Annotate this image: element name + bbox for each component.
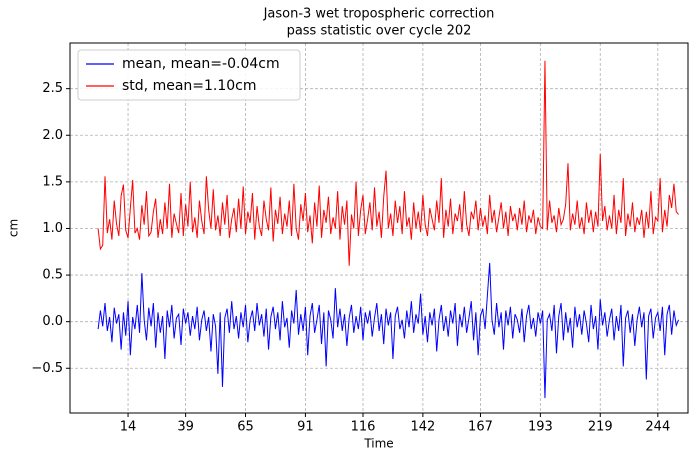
y-tick-label: 2.0 (42, 128, 63, 143)
y-tick-label: 2.5 (42, 81, 63, 96)
y-tick-label: 1.0 (42, 221, 63, 236)
chart-subtitle: pass statistic over cycle 202 (287, 24, 472, 39)
legend-label: mean, mean=-0.04cm (122, 56, 280, 72)
x-tick-label: 65 (237, 420, 254, 435)
x-tick-label: 167 (468, 420, 493, 435)
x-tick-label: 219 (588, 420, 613, 435)
y-tick-label: 0.5 (42, 268, 63, 283)
legend-label: std, mean=1.10cm (122, 78, 257, 94)
x-tick-label: 91 (297, 420, 314, 435)
data-line (97, 262, 680, 399)
x-axis-label: Time (363, 437, 393, 451)
y-tick-label: −0.5 (31, 361, 63, 376)
x-tick-label: 39 (177, 420, 194, 435)
y-tick-label: 0.0 (42, 314, 63, 329)
x-tick-label: 244 (645, 420, 670, 435)
plot-frame (69, 42, 689, 414)
y-axis-label: cm (7, 219, 21, 237)
data-line (97, 60, 679, 266)
x-tick-label: 142 (410, 420, 435, 435)
chart-title: Jason-3 wet tropospheric correction (263, 7, 495, 22)
x-tick-label: 14 (120, 420, 137, 435)
x-tick-label: 193 (528, 420, 553, 435)
legend-box (77, 49, 301, 101)
y-tick-label: 1.5 (42, 174, 63, 189)
x-tick-label: 116 (351, 420, 376, 435)
